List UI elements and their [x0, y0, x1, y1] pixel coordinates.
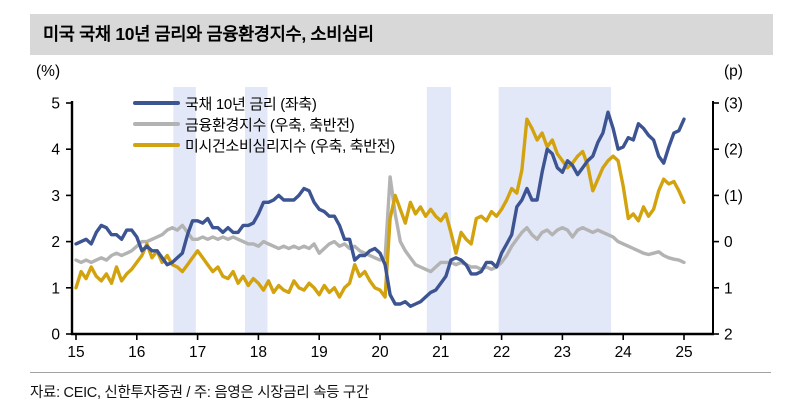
- shaded-band: [245, 87, 268, 334]
- legend-label-financial-conditions: 금융환경지수 (우축, 축반전): [185, 116, 355, 134]
- x-tick-label: 25: [675, 344, 692, 361]
- legend: 국채 10년 금리 (좌축) 금융환경지수 (우축, 축반전) 미시건소비심리지…: [133, 93, 395, 156]
- legend-line-swatch-gold: [133, 143, 180, 147]
- legend-item-treasury-10y: 국채 10년 금리 (좌축): [133, 93, 395, 113]
- legend-line-swatch-gray: [133, 122, 180, 126]
- right-tick-label: (3): [724, 96, 743, 113]
- right-axis-unit-label: (p): [724, 63, 743, 80]
- left-tick-label: 2: [51, 234, 60, 251]
- shaded-band: [173, 87, 196, 334]
- source-note: 자료: CEIC, 신한투자증권 / 주: 음영은 시장금리 속등 구간: [30, 385, 369, 401]
- x-tick-label: 23: [554, 344, 571, 361]
- legend-item-financial-conditions: 금융환경지수 (우축, 축반전): [133, 114, 395, 134]
- legend-label-treasury-10y: 국채 10년 금리 (좌축): [185, 95, 317, 113]
- left-tick-label: 0: [51, 327, 60, 344]
- right-tick-label: 1: [724, 280, 733, 297]
- legend-label-michigan-sentiment: 미시건소비심리지수 (우축, 축반전): [185, 137, 395, 155]
- right-tick-label: 2: [724, 327, 733, 344]
- x-tick-label: 17: [189, 344, 206, 361]
- x-tick-label: 15: [67, 344, 84, 361]
- x-tick-label: 19: [311, 344, 328, 361]
- legend-line-swatch-blue: [133, 101, 180, 105]
- left-tick-label: 4: [51, 142, 60, 159]
- legend-item-michigan-sentiment: 미시건소비심리지수 (우축, 축반전): [133, 135, 395, 155]
- left-axis-unit-label: (%): [36, 63, 61, 80]
- left-tick-label: 3: [51, 188, 60, 205]
- right-tick-label: (2): [724, 142, 743, 159]
- series-line-2: [74, 117, 686, 299]
- series-line-0: [74, 110, 686, 308]
- chart-title: 미국 국채 10년 금리와 금융환경지수, 소비심리: [43, 24, 374, 44]
- x-tick-label: 20: [371, 344, 389, 361]
- x-tick-label: 18: [250, 344, 267, 361]
- x-tick-label: 24: [615, 344, 633, 361]
- right-tick-label: (1): [724, 188, 743, 205]
- x-tick-label: 22: [493, 344, 510, 361]
- series-line-1: [74, 175, 686, 274]
- footer-divider: [30, 372, 771, 373]
- right-tick-label: 0: [724, 234, 733, 251]
- chart-title-bar: 미국 국채 10년 금리와 금융환경지수, 소비심리: [30, 14, 773, 55]
- x-tick-label: 21: [432, 344, 449, 361]
- left-tick-label: 5: [51, 96, 60, 113]
- left-tick-label: 1: [51, 280, 60, 297]
- x-tick-label: 16: [128, 344, 145, 361]
